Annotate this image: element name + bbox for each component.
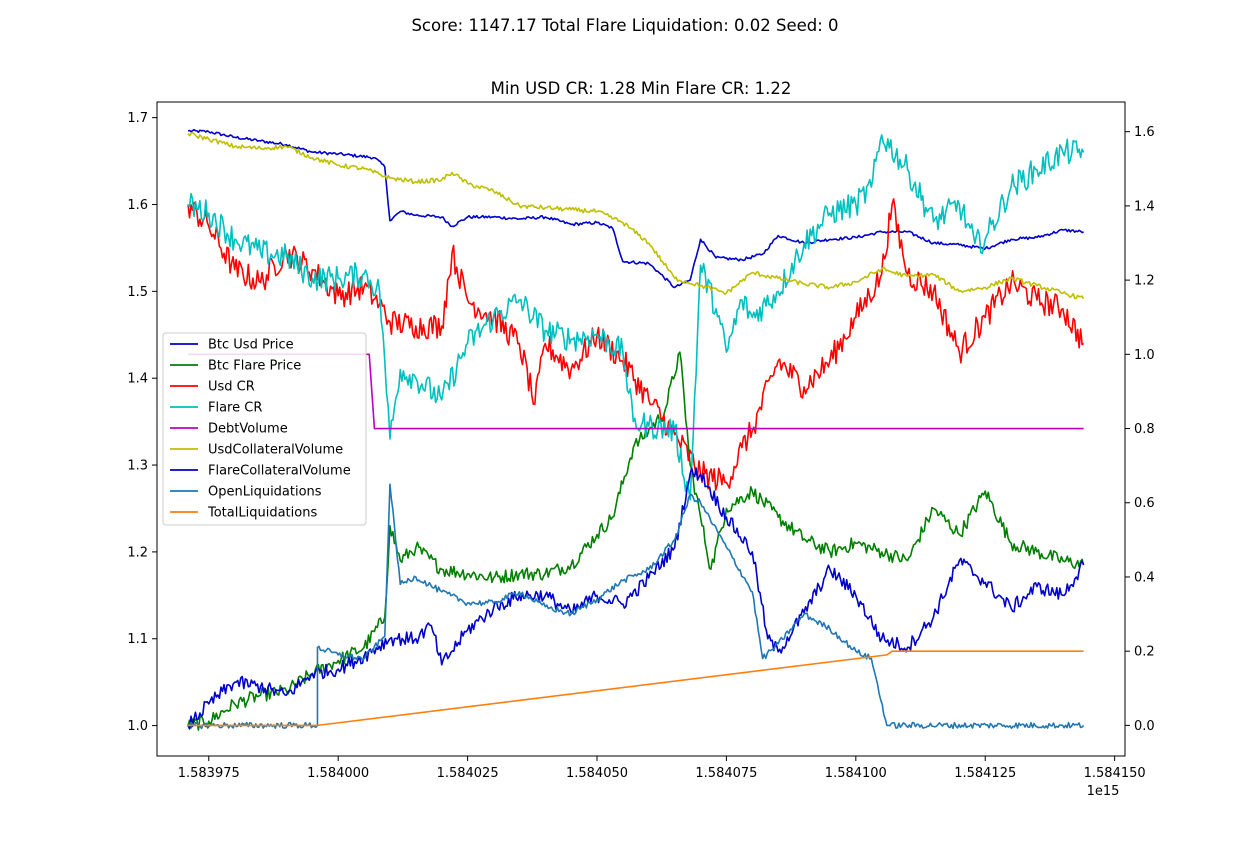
legend: Btc Usd Price Btc Flare Price Usd CR Flare … bbox=[162, 332, 367, 526]
legend-box bbox=[162, 332, 367, 526]
x-offset-label: 1e15 bbox=[1087, 784, 1120, 799]
y-right-tick-label: 1.6 bbox=[1134, 125, 1155, 140]
series-line-1 bbox=[187, 351, 1085, 731]
series-line-8 bbox=[188, 650, 1084, 727]
y-right-tick-label: 0.6 bbox=[1134, 496, 1155, 511]
legend-label: OpenLiquidations bbox=[208, 485, 322, 500]
x-tick-label: 1.583975 bbox=[178, 766, 240, 781]
legend-label: FlareCollateralVolume bbox=[208, 464, 351, 479]
y-left-tick-label: 1.4 bbox=[127, 372, 148, 387]
chart-subtitle: Min USD CR: 1.28 Min Flare CR: 1.22 bbox=[491, 79, 792, 98]
series-line-5 bbox=[187, 131, 1085, 300]
x-tick-label: 1.584100 bbox=[825, 766, 887, 781]
y-right-tick-label: 1.2 bbox=[1134, 274, 1155, 289]
x-tick-label: 1.584125 bbox=[954, 766, 1016, 781]
y-left-tick-label: 1.3 bbox=[127, 459, 148, 474]
y-axis-left: 1.0 1.1 1.2 1.3 1.4 1.5 1.6 1.7 bbox=[127, 111, 157, 734]
y-left-tick-label: 1.7 bbox=[127, 111, 148, 126]
legend-label: TotalLiquidations bbox=[207, 506, 317, 521]
legend-label: Usd CR bbox=[208, 380, 255, 395]
y-right-tick-label: 0.0 bbox=[1134, 719, 1155, 734]
chart-title: Score: 1147.17 Total Flare Liquidation: … bbox=[411, 16, 838, 35]
legend-label: Flare CR bbox=[208, 401, 262, 416]
series-line-2 bbox=[187, 198, 1085, 491]
x-tick-label: 1.584025 bbox=[437, 766, 499, 781]
series-lines bbox=[187, 128, 1085, 731]
y-right-tick-label: 0.2 bbox=[1134, 645, 1155, 660]
series-line-7 bbox=[187, 483, 1085, 730]
y-left-tick-label: 1.0 bbox=[127, 719, 148, 734]
y-right-tick-label: 0.4 bbox=[1134, 570, 1155, 585]
y-right-tick-label: 1.0 bbox=[1134, 348, 1155, 363]
y-left-tick-label: 1.1 bbox=[127, 632, 148, 647]
y-left-tick-label: 1.5 bbox=[127, 285, 148, 300]
legend-label: DebtVolume bbox=[208, 422, 288, 437]
y-right-tick-label: 1.4 bbox=[1134, 199, 1155, 214]
legend-label: Btc Usd Price bbox=[208, 338, 294, 353]
x-axis: 1.583975 1.584000 1.584025 1.584050 1.584075… bbox=[178, 756, 1146, 781]
y-left-tick-label: 1.6 bbox=[127, 198, 148, 213]
y-left-tick-label: 1.2 bbox=[127, 545, 148, 560]
x-tick-label: 1.584000 bbox=[307, 766, 369, 781]
x-tick-label: 1.584150 bbox=[1084, 766, 1146, 781]
series-line-6 bbox=[187, 467, 1085, 730]
y-right-tick-label: 0.8 bbox=[1134, 422, 1155, 437]
y-axis-right: 0.0 0.2 0.4 0.6 0.8 1.0 1.2 1.4 1.6 bbox=[1125, 125, 1155, 734]
legend-label: UsdCollateralVolume bbox=[208, 443, 343, 458]
x-tick-label: 1.584075 bbox=[695, 766, 757, 781]
legend-label: Btc Flare Price bbox=[208, 359, 301, 374]
x-tick-label: 1.584050 bbox=[566, 766, 628, 781]
series-line-0 bbox=[187, 128, 1084, 289]
